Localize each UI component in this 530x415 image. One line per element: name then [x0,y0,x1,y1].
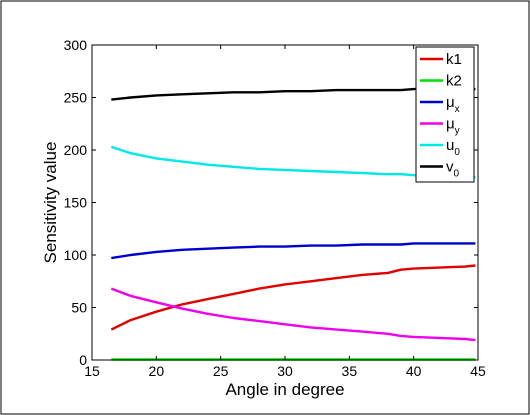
y-tick-label: 300 [64,37,88,53]
x-tick-label: 25 [213,363,229,379]
x-axis-label: Angle in degree [225,380,344,399]
x-tick-label: 40 [406,363,422,379]
legend-entry-label: μx [446,94,460,115]
y-tick-label: 250 [64,90,88,106]
x-tick-label: 15 [84,363,100,379]
legend-entry-label: μy [446,116,460,137]
y-tick-label: 150 [64,195,88,211]
legend-entry-label: u0 [446,137,460,158]
legend-entry-label: k2 [446,73,462,90]
y-tick-label: 200 [64,142,88,158]
series-line-2 [111,242,476,260]
y-tick-label: 50 [71,300,87,316]
series-line-3 [110,287,476,342]
axis-ticks: 15 20 25 30 35 40 45 0 50 100 150 200 250 300 [64,37,486,379]
y-tick-label: 100 [64,247,88,263]
x-tick-label: 35 [342,363,358,379]
legend-entry-label: k1 [446,51,462,68]
x-tick-label: 20 [149,363,165,379]
x-tick-label: 45 [470,363,486,379]
x-tick-label: 30 [277,363,293,379]
y-tick-label: 0 [79,352,87,368]
legend-box [415,46,475,183]
y-axis-label: Sensitivity value [41,142,60,264]
legend-entry-label: v0 [446,159,460,180]
